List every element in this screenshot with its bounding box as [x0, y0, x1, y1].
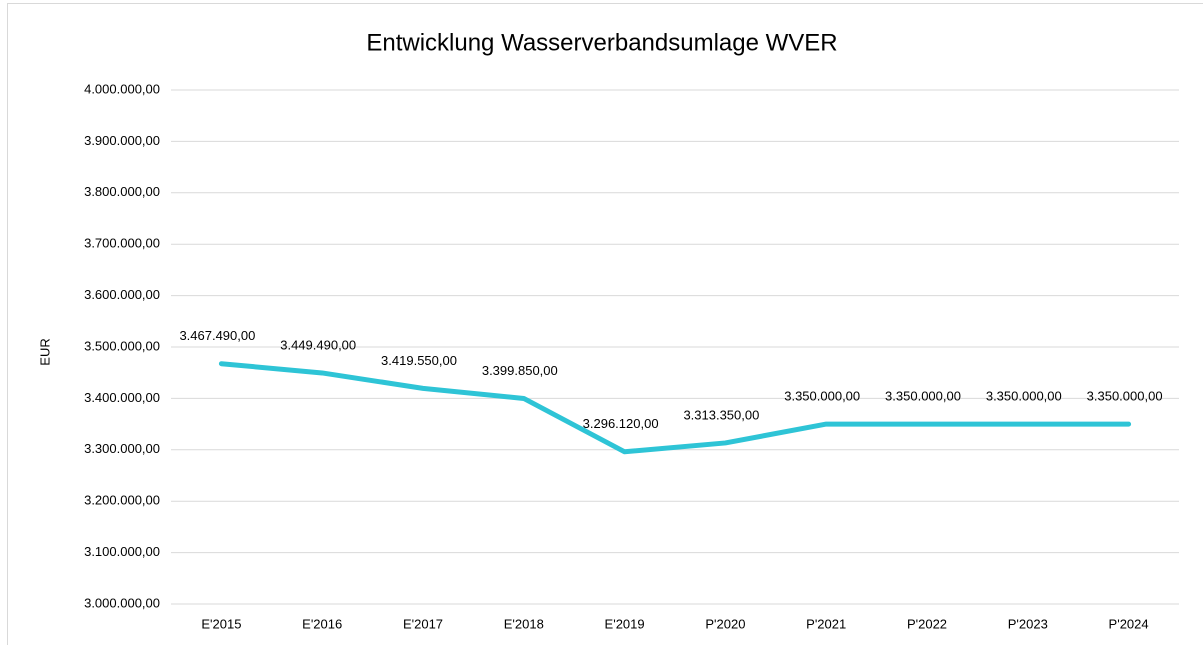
x-tick-label: E'2015: [201, 616, 241, 631]
line: [218, 361, 1132, 455]
y-tick-label: 3.700.000,00: [84, 236, 160, 251]
chart-frame: [7, 3, 1203, 645]
data-label: 3.313.350,00: [683, 407, 759, 422]
y-tick-label: 3.400.000,00: [84, 390, 160, 405]
x-tick-label: E'2018: [504, 616, 544, 631]
chart-title: Entwicklung Wasserverbandsumlage WVER: [366, 29, 837, 56]
data-label: 3.296.120,00: [583, 416, 659, 431]
y-tick-label: 3.300.000,00: [84, 441, 160, 456]
x-tick-label: P'2022: [907, 616, 947, 631]
y-tick-label: 4.000.000,00: [84, 81, 160, 96]
y-tick-label: 3.600.000,00: [84, 287, 160, 302]
data-label: 3.350.000,00: [784, 389, 860, 404]
y-tick-label: 3.100.000,00: [84, 544, 160, 559]
y-axis-title: EUR: [37, 338, 52, 365]
y-tick-label: 3.000.000,00: [84, 595, 160, 610]
y-tick-label: 3.500.000,00: [84, 338, 160, 353]
x-tick-label: P'2020: [705, 616, 745, 631]
data-label: 3.350.000,00: [885, 389, 961, 404]
data-label: 3.419.550,00: [381, 353, 457, 368]
x-tick-label: P'2024: [1109, 616, 1149, 631]
y-tick-label: 3.200.000,00: [84, 493, 160, 508]
data-label: 3.350.000,00: [1087, 389, 1163, 404]
x-tick-label: E'2016: [302, 616, 342, 631]
data-label: 3.399.850,00: [482, 363, 558, 378]
y-tick-label: 3.800.000,00: [84, 184, 160, 199]
x-tick-label: E'2017: [403, 616, 443, 631]
data-label: 3.467.490,00: [179, 328, 255, 343]
x-tick-label: P'2023: [1008, 616, 1048, 631]
data-label: 3.449.490,00: [280, 337, 356, 352]
x-tick-label: P'2021: [806, 616, 846, 631]
y-tick-label: 3.900.000,00: [84, 133, 160, 148]
x-tick-label: E'2019: [605, 616, 645, 631]
data-label: 3.350.000,00: [986, 389, 1062, 404]
